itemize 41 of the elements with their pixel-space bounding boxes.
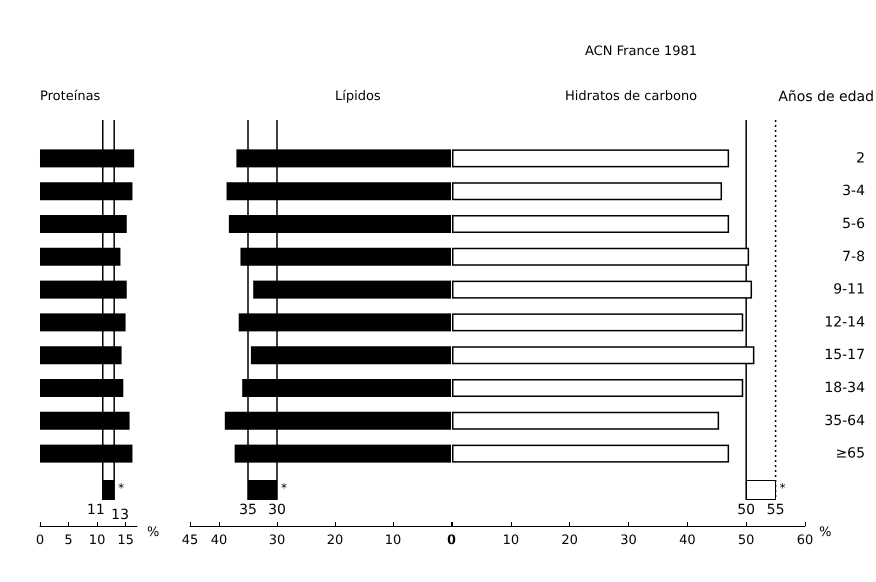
x-tick-label: 30: [620, 533, 637, 548]
chart-title: Proteínas: [40, 89, 101, 104]
y-tick-label: 7-8: [842, 248, 865, 265]
y-tick-label: 3-4: [842, 183, 866, 200]
x-tick-label: 40: [210, 533, 228, 548]
y-tick-label: 18-34: [824, 380, 866, 396]
x-tick-label: 10: [88, 533, 106, 548]
x-tick-label: 15: [117, 533, 134, 548]
y-axis-title: Años de edad: [778, 89, 874, 105]
x-axis-title: %: [147, 525, 160, 540]
text: ACN France 1981: [585, 44, 698, 59]
y-tick-label: 15-17: [824, 347, 865, 364]
chart-title: Lípidos: [334, 89, 381, 104]
x-tick-label: 20: [326, 533, 344, 548]
x-tick-label: 5: [64, 533, 73, 548]
ref-line-label: 30: [268, 502, 286, 518]
chart-title: Hidratos de carbono: [564, 89, 698, 104]
x-tick-label: 50: [738, 533, 754, 548]
x-tick-label: 60: [796, 533, 814, 548]
x-tick-label: 45: [182, 533, 198, 548]
annotation: *: [281, 481, 287, 495]
x-tick-label: 30: [268, 533, 286, 548]
y-tick-label: ≥65: [835, 446, 865, 462]
ref-line-label: 35: [239, 502, 257, 518]
y-tick-label: 2: [856, 150, 865, 166]
y-tick-label: 12-14: [824, 314, 866, 330]
annotation: *: [780, 481, 786, 495]
y-tick-label: 35-64: [824, 412, 866, 429]
x-tick-label: 0: [36, 533, 44, 548]
x-axis-title: %: [819, 525, 832, 540]
y-tick-label: 9-11: [833, 282, 865, 298]
x-tick-label: 40: [679, 533, 696, 548]
ref-line-label: 11: [86, 502, 105, 518]
annotation: *: [118, 481, 124, 495]
x-tick-label: 10: [502, 533, 520, 548]
x-tick-label: 10: [384, 533, 402, 548]
x-tick-label: 20: [561, 533, 578, 548]
ref-line-label: 50: [737, 502, 756, 518]
y-tick-label: 5-6: [842, 216, 866, 232]
ref-line-label: 55: [766, 502, 784, 518]
ref-line-label: 13: [111, 507, 130, 523]
